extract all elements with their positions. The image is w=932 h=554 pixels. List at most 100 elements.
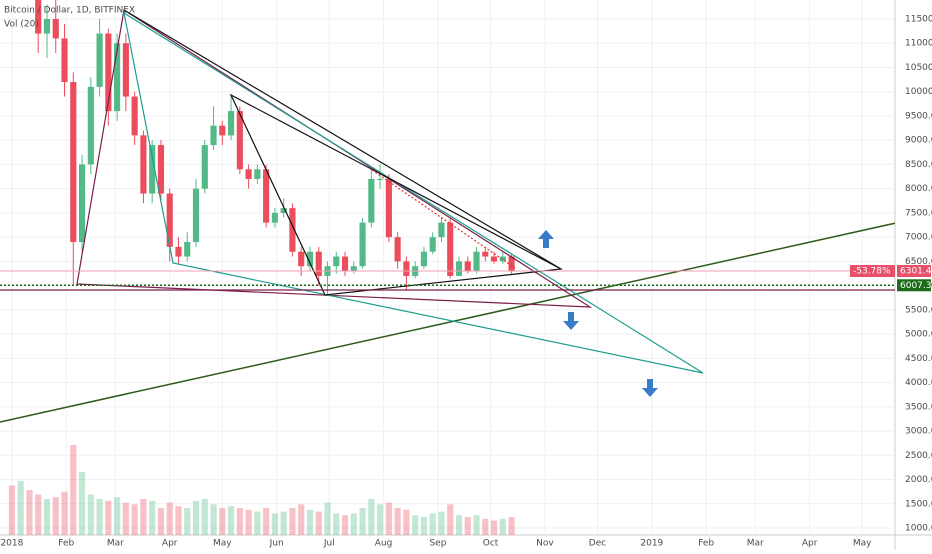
- candle-body: [149, 145, 156, 194]
- volume-bar: [263, 508, 270, 535]
- volume-bar: [420, 517, 427, 535]
- candle-body: [438, 222, 445, 238]
- volume-bar: [499, 518, 506, 535]
- candle-body: [263, 169, 270, 223]
- x-tick-label: Mar: [107, 539, 124, 549]
- candle-body: [122, 43, 129, 97]
- volume-bar: [455, 515, 463, 535]
- x-tick-label: May: [853, 539, 872, 549]
- volume-bar: [157, 508, 165, 535]
- triangle: [229, 93, 564, 296]
- arrows: [538, 230, 658, 397]
- candle-body: [385, 178, 392, 238]
- candle-body: [377, 178, 384, 180]
- volume-bar: [254, 511, 261, 535]
- trend-line: [123, 9, 562, 270]
- volume-bar: [315, 511, 322, 535]
- volume-bar: [298, 504, 305, 535]
- volume-bar: [61, 491, 68, 535]
- volume-bar: [490, 520, 498, 535]
- volume-bar: [210, 504, 217, 535]
- volume-bar: [43, 499, 51, 535]
- volume-bar: [175, 506, 182, 535]
- volume-bar: [131, 504, 138, 535]
- candle-body: [61, 38, 68, 83]
- y-tick-label: 8000.0: [905, 184, 932, 194]
- candle-body: [420, 251, 427, 267]
- volume-bar: [105, 500, 112, 535]
- level-badge: [897, 279, 931, 292]
- volume-bar: [341, 515, 349, 535]
- volume-bar: [350, 513, 357, 535]
- volume-bar: [438, 511, 445, 535]
- volume-bar: [289, 508, 296, 535]
- y-tick-label: 10000.0: [905, 87, 932, 97]
- candle-body: [499, 256, 506, 262]
- x-tick-label: Aug: [375, 539, 393, 549]
- y-tick-label: 1000.0: [905, 524, 932, 534]
- volume-bar: [306, 509, 314, 535]
- candle-body: [140, 135, 147, 194]
- volume-bar: [140, 499, 147, 535]
- volume-bar: [87, 494, 94, 535]
- change-label: -53.78%: [853, 267, 891, 277]
- chart-title: Bitcoin / Dollar, 1D, BITFINEX: [4, 6, 135, 16]
- last-price-label: 6301.4: [900, 267, 932, 277]
- candle-body: [368, 178, 375, 223]
- candle-body: [315, 251, 322, 276]
- candle-body: [43, 19, 51, 34]
- candle-body: [429, 237, 436, 252]
- indicator-label: Vol (20): [4, 20, 39, 30]
- volume-bar: [377, 504, 384, 535]
- candle-body: [70, 82, 77, 243]
- levels: -53.78% 6301.4 6007.3: [0, 265, 932, 292]
- volume-bar: [394, 508, 401, 535]
- volume-bar: [114, 497, 121, 535]
- candle-body: [219, 125, 226, 136]
- candle-body: [175, 246, 182, 257]
- y-tick-label: 11500.0: [905, 15, 932, 25]
- y-tick-label: 1500.0: [905, 499, 932, 509]
- volume-bar: [368, 499, 375, 535]
- x-tick-label: Oct: [483, 539, 499, 549]
- y-tick-label: 5000.0: [905, 330, 932, 340]
- candle-body: [508, 256, 515, 272]
- x-tick-label: May: [213, 539, 232, 549]
- x-tick-label: Apr: [162, 539, 178, 549]
- x-tick-label: Apr: [802, 539, 818, 549]
- x-tick-label: Jul: [323, 539, 335, 549]
- volume-bar: [429, 513, 436, 535]
- candle-body: [447, 222, 454, 276]
- y-tick-label: 8500.0: [905, 160, 932, 170]
- x-tick-label: Jun: [269, 539, 284, 549]
- candle-body: [473, 251, 480, 272]
- y-tick-label: 5500.0: [905, 305, 932, 315]
- volume-bar: [482, 518, 489, 535]
- candle-body: [289, 208, 296, 252]
- candle-body: [78, 164, 86, 243]
- candle-body: [184, 242, 191, 257]
- x-tick-label: Nov: [536, 539, 554, 549]
- trend-line: [0, 222, 895, 423]
- candle-body: [271, 212, 278, 223]
- x-tick-label: Mar: [747, 539, 764, 549]
- candle-body: [166, 193, 173, 247]
- volume-pane: [8, 445, 515, 535]
- candle-body: [228, 111, 235, 136]
- candle-body: [298, 251, 305, 267]
- x-tick-label: Feb: [698, 539, 714, 549]
- candle-body: [192, 188, 200, 243]
- volume-bar: [192, 500, 200, 535]
- volume-bar: [149, 500, 156, 535]
- arrow-down: [642, 379, 658, 397]
- volume-bar: [385, 502, 392, 535]
- volume-bar: [184, 508, 191, 535]
- candle-body: [394, 237, 401, 262]
- candle-body: [359, 222, 366, 267]
- drawings: [0, 9, 895, 423]
- volume-bar: [324, 502, 331, 535]
- candle-body: [306, 251, 314, 267]
- x-tick-label: 2019: [640, 539, 663, 549]
